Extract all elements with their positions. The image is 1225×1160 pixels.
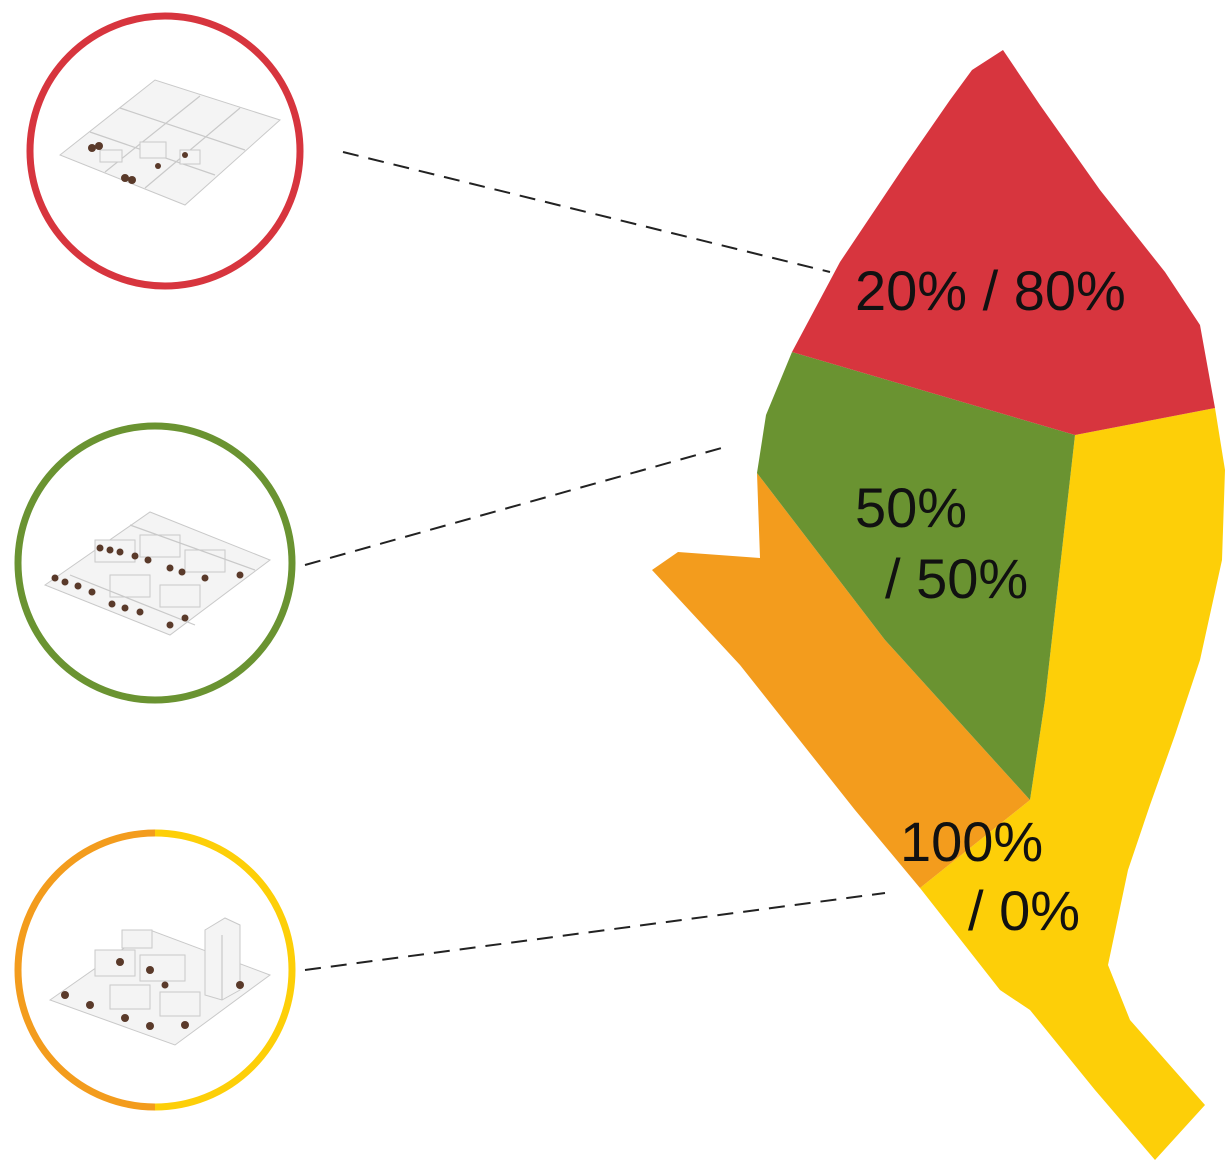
zone-label-green-line1: 50% bbox=[855, 476, 967, 539]
axonometric-sketch-sparse bbox=[59, 79, 281, 206]
axonometric-sketch-dense bbox=[48, 917, 272, 1046]
leader-line-red bbox=[342, 151, 831, 273]
thumbnail-red bbox=[26, 12, 304, 290]
zone-yellow bbox=[920, 408, 1225, 1160]
zone-green bbox=[757, 352, 1075, 800]
leader-line-green bbox=[304, 446, 726, 566]
zone-label-green-line2: / 50% bbox=[885, 547, 1028, 610]
zone-label-mixed-line2: / 0% bbox=[968, 879, 1080, 942]
zone-label-red: 20% / 80% bbox=[855, 259, 1126, 322]
axonometric-sketch-medium bbox=[43, 511, 272, 636]
thumbnail-green bbox=[14, 422, 296, 704]
thumbnail-mixed bbox=[14, 829, 296, 1111]
zone-label-mixed-line1: 100% bbox=[900, 810, 1043, 873]
zone-red bbox=[792, 50, 1215, 435]
leader-line-mixed bbox=[304, 892, 886, 971]
district-map bbox=[652, 50, 1225, 1160]
zone-orange bbox=[652, 473, 1030, 888]
